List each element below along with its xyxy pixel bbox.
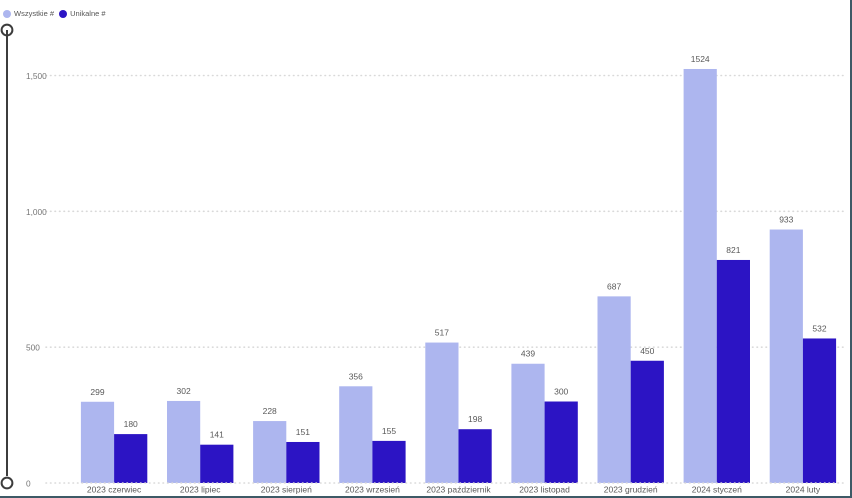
svg-text:933: 933 [779,215,793,225]
svg-text:532: 532 [812,324,826,334]
svg-text:2023 grudzień: 2023 grudzień [604,485,658,495]
svg-text:2023 październik: 2023 październik [426,485,491,495]
svg-text:2024 luty: 2024 luty [786,485,821,495]
svg-text:2023 listopad: 2023 listopad [519,485,570,495]
svg-text:2024 styczeń: 2024 styczeń [692,485,742,495]
svg-text:1524: 1524 [691,54,710,64]
svg-text:356: 356 [349,371,363,381]
svg-text:450: 450 [640,346,654,356]
svg-text:151: 151 [296,427,310,437]
svg-text:155: 155 [382,426,396,436]
svg-text:517: 517 [435,328,449,338]
svg-text:500: 500 [26,343,40,353]
svg-text:2023 sierpień: 2023 sierpień [261,485,312,495]
svg-text:821: 821 [726,245,740,255]
svg-text:141: 141 [210,430,224,440]
svg-text:2023 czerwiec: 2023 czerwiec [87,485,142,495]
svg-text:300: 300 [554,387,568,397]
svg-text:1,000: 1,000 [26,207,47,217]
svg-text:299: 299 [90,387,104,397]
svg-text:228: 228 [263,406,277,416]
svg-text:687: 687 [607,281,621,291]
svg-text:180: 180 [124,419,138,429]
svg-text:2023 lipiec: 2023 lipiec [180,485,221,495]
svg-text:0: 0 [26,479,31,489]
svg-text:302: 302 [177,386,191,396]
svg-text:1,500: 1,500 [26,71,47,81]
svg-text:198: 198 [468,414,482,424]
svg-text:2023 wrzesień: 2023 wrzesień [345,485,400,495]
svg-text:439: 439 [521,349,535,359]
